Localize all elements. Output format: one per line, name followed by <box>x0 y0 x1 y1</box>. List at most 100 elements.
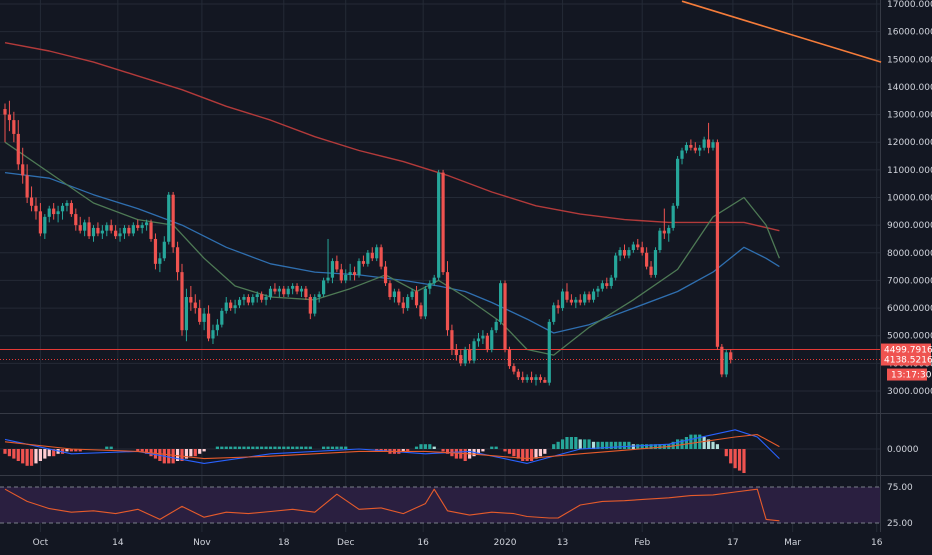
candle-body <box>339 269 343 281</box>
candle-body <box>189 297 193 303</box>
x-axis-tick-label: 14 <box>112 538 124 548</box>
candle-body <box>560 291 565 309</box>
macd-histogram-bar <box>308 446 312 449</box>
candle-body <box>282 288 286 295</box>
candle-body <box>299 288 304 292</box>
macd-histogram-bar <box>264 446 268 449</box>
candle-body <box>348 272 352 275</box>
candle-body <box>711 142 715 148</box>
candle-body <box>229 302 233 309</box>
macd-histogram-bar <box>136 449 140 452</box>
candle-body <box>499 283 503 322</box>
macd-histogram-bar <box>43 449 47 459</box>
x-axis-tick-label: 16 <box>871 538 883 548</box>
candle-body <box>507 349 512 367</box>
price-axis-tick-label: 5000.0000 <box>887 332 932 342</box>
candle-body <box>693 147 697 151</box>
macd-histogram-bar <box>175 449 180 461</box>
candle-body <box>649 266 653 275</box>
candle-body <box>56 211 60 215</box>
price-axis-tick-label: 15000.0000 <box>887 55 932 65</box>
rsi-axis-label: 75.00 <box>887 483 913 493</box>
candle-body <box>383 266 388 284</box>
macd-histogram-bar <box>649 444 653 449</box>
macd-histogram-bar <box>476 449 481 454</box>
macd-histogram-bar <box>184 449 189 459</box>
macd-histogram-bar <box>229 446 233 449</box>
candle-body <box>636 244 640 248</box>
candle-body <box>494 321 498 331</box>
candle-body <box>459 355 463 364</box>
price-axis-tick-label: 9000.0000 <box>887 221 932 231</box>
candle-body <box>78 225 82 231</box>
x-axis-tick-label: Feb <box>634 538 650 548</box>
macd-histogram-bar <box>29 449 34 466</box>
macd-histogram-bar <box>52 449 56 457</box>
macd-histogram-bar <box>419 444 423 449</box>
candle-body <box>631 244 635 251</box>
x-axis-tick-label: 17 <box>727 538 738 548</box>
macd-histogram-bar <box>304 446 308 449</box>
candle-body <box>114 230 118 237</box>
price-label-box <box>881 353 931 366</box>
candle-body <box>414 291 419 306</box>
candle-body <box>543 379 547 383</box>
candle-body <box>698 147 702 151</box>
macd-histogram-bar <box>521 449 525 461</box>
candle-body <box>552 305 556 322</box>
candle-body <box>25 175 29 198</box>
candle-body <box>680 150 684 159</box>
macd-histogram-bar <box>432 446 436 449</box>
macd-histogram-bar <box>622 441 627 449</box>
candle-body <box>481 335 485 339</box>
candle-body <box>198 308 202 322</box>
candle-body <box>268 288 273 298</box>
price-label: 4499.7916 <box>884 346 932 356</box>
candle-body <box>366 252 370 264</box>
price-axis-tick-label: 6000.0000 <box>887 304 932 314</box>
rsi-band <box>0 487 880 523</box>
macd-histogram-bar <box>706 439 711 449</box>
candle-body <box>622 250 627 256</box>
macd-histogram-bar <box>25 449 29 466</box>
candle-body <box>357 261 361 275</box>
macd-histogram-bar <box>529 449 534 461</box>
macd-histogram-bar <box>742 449 746 473</box>
candle-body <box>224 302 228 311</box>
candle-body <box>538 377 543 380</box>
countdown-label: 13:17:30 <box>891 371 932 381</box>
candle-body <box>706 139 711 148</box>
candle-body <box>255 294 259 298</box>
x-axis-tick-label: Nov <box>193 538 211 548</box>
macd-histogram-bar <box>636 444 640 449</box>
candle-body <box>397 291 401 303</box>
candle-body <box>21 164 25 176</box>
macd-histogram-bar <box>658 444 662 449</box>
candle-body <box>521 377 525 380</box>
candle-body <box>308 297 312 314</box>
candle-body <box>38 211 42 234</box>
macd-histogram-bar <box>171 449 175 464</box>
candle-body <box>445 272 450 331</box>
candle-body <box>136 225 140 228</box>
macd-histogram-bar <box>16 449 20 461</box>
price-label: 4138.5216 <box>884 356 932 366</box>
macd-histogram-bar <box>260 446 264 449</box>
macd-histogram-bar <box>729 449 733 464</box>
candle-body <box>658 230 662 251</box>
macd-histogram-bar <box>618 441 622 449</box>
macd-histogram-bar <box>401 449 405 452</box>
candle-body <box>627 250 631 256</box>
macd-histogram-bar <box>556 441 560 449</box>
macd-histogram-bar <box>653 444 658 449</box>
macd-histogram-bar <box>335 446 339 449</box>
macd-histogram-bar <box>224 446 228 449</box>
candle-body <box>273 288 277 292</box>
candle-body <box>74 214 78 226</box>
candle-body <box>264 297 268 300</box>
macd-histogram-bar <box>711 441 715 449</box>
price-axis-tick-label: 12000.0000 <box>887 138 932 148</box>
macd-histogram-bar <box>268 446 273 449</box>
